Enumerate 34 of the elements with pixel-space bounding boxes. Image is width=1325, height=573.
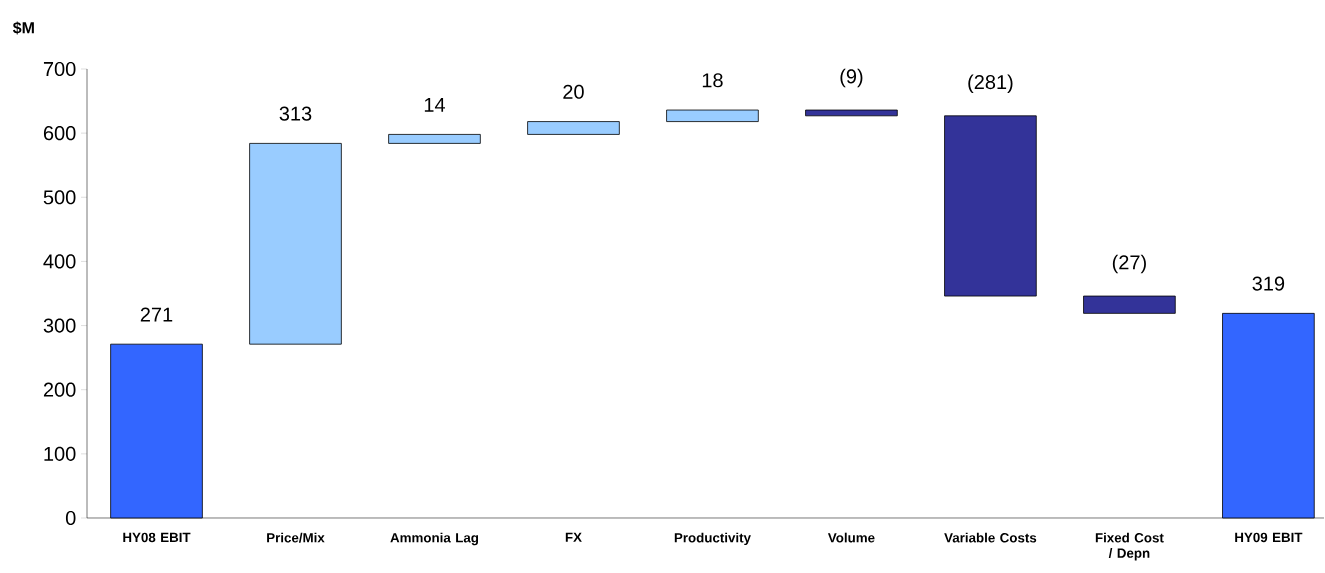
x-tick-label: Fixed Cost / Depn [1095,532,1164,561]
data-label: 14 [424,97,446,112]
bar [666,109,759,122]
bar [249,143,342,345]
data-label: 313 [279,106,312,121]
y-tick-label: 300 [43,318,76,333]
data-label: (27) [1112,254,1146,274]
y-tick-label: 200 [43,382,76,397]
y-tick-label: 400 [43,254,76,269]
data-label: (281) [968,74,1013,94]
x-tick-label: Volume [827,532,875,543]
bar [527,121,620,135]
data-label: 271 [140,307,173,322]
y-tick-label: 100 [44,446,76,461]
x-tick-label: Productivity [674,532,751,546]
bar [1083,295,1176,314]
x-tick-label: FX [565,532,582,542]
y-tick-label: 700 [43,61,76,77]
data-label: (9) [840,68,863,88]
data-label: 319 [1252,276,1285,291]
x-tick-label: Ammonia Lag [390,532,479,546]
data-label: 18 [702,73,723,88]
bar [388,134,481,144]
y-tick-label: 600 [43,126,76,141]
x-tick-label: Variable Costs [944,532,1037,543]
bar [805,109,898,117]
x-tick-label: HY08 EBIT [123,532,191,543]
bar [944,115,1037,297]
x-tick-label: HY09 EBIT [1235,532,1303,543]
data-label: 20 [563,84,584,99]
y-tick-label: 0 [65,510,76,526]
x-tick-label: Price/Mix [267,532,325,543]
y-tick-label: 500 [43,190,76,205]
y-axis-title: $M [12,21,34,35]
